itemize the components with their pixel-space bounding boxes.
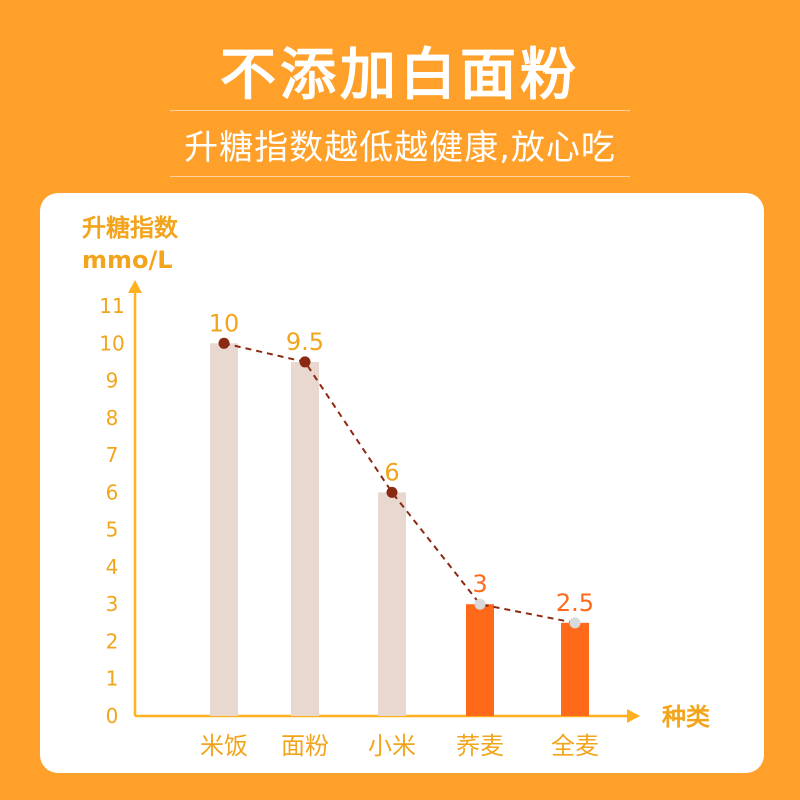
- y-tick-label: 2: [106, 629, 119, 653]
- bar: [291, 361, 319, 716]
- y-axis-title: 升糖指数: [82, 214, 179, 242]
- y-tick-label: 7: [106, 443, 119, 467]
- y-tick-label: 1: [106, 667, 119, 691]
- x-axis-arrow: [627, 709, 640, 723]
- title-divider-top: [170, 110, 630, 111]
- x-tick-label: 米饭: [200, 732, 248, 760]
- y-axis-arrow: [128, 280, 142, 293]
- y-tick-label: 8: [106, 406, 119, 430]
- y-tick-label: 11: [99, 294, 124, 318]
- data-label: 9.5: [286, 328, 324, 356]
- data-point: [218, 337, 230, 349]
- trend-line: [223, 342, 576, 624]
- y-tick-label: 9: [106, 369, 119, 393]
- data-point: [299, 356, 311, 368]
- x-tick-label: 荞麦: [456, 732, 504, 760]
- bar: [561, 622, 589, 716]
- y-tick-label: 3: [106, 592, 119, 616]
- y-tick-label: 5: [106, 518, 119, 542]
- y-tick-label: 10: [99, 331, 124, 355]
- y-tick-label: 4: [106, 555, 119, 579]
- x-tick-label: 面粉: [281, 732, 329, 760]
- title-divider-bottom: [170, 176, 630, 177]
- page-subtitle: 升糖指数越低越健康,放心吃: [184, 128, 616, 168]
- y-tick-label: 6: [106, 480, 119, 504]
- x-tick-label: 小米: [368, 732, 416, 760]
- y-tick-label: 0: [106, 704, 119, 728]
- y-axis-unit: mmo/L: [82, 246, 173, 274]
- data-label: 10: [209, 309, 240, 337]
- data-point: [474, 598, 486, 610]
- data-point: [569, 617, 581, 629]
- bar: [210, 343, 238, 716]
- data-label: 2.5: [556, 589, 594, 617]
- page-title: 不添加白面粉: [220, 43, 580, 108]
- data-label: 3: [472, 570, 487, 598]
- bar: [466, 604, 494, 716]
- data-label: 6: [384, 458, 399, 486]
- bar: [378, 492, 406, 716]
- data-point: [386, 486, 398, 498]
- x-axis-title: 种类: [662, 703, 711, 731]
- x-tick-label: 全麦: [551, 732, 599, 760]
